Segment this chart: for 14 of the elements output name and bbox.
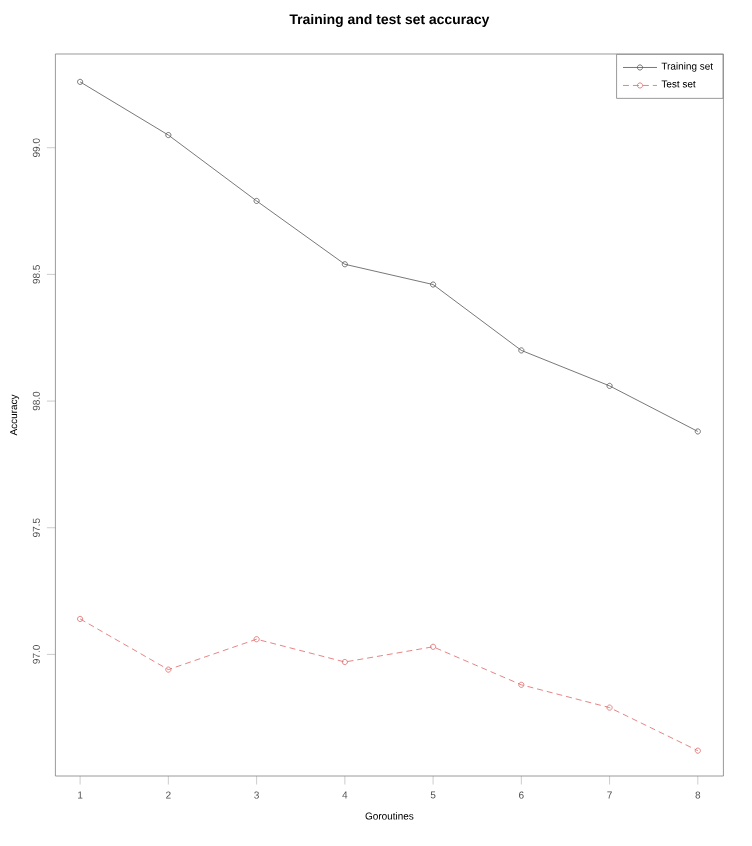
point (253, 636, 260, 643)
point (341, 659, 348, 665)
point (606, 704, 613, 711)
point (518, 681, 525, 688)
point (518, 347, 525, 354)
point (430, 281, 437, 288)
point (253, 197, 260, 204)
point (341, 261, 348, 268)
point (694, 747, 701, 754)
point (165, 666, 172, 673)
point (165, 132, 172, 139)
point (77, 615, 84, 622)
point (430, 643, 437, 650)
point (606, 382, 613, 389)
